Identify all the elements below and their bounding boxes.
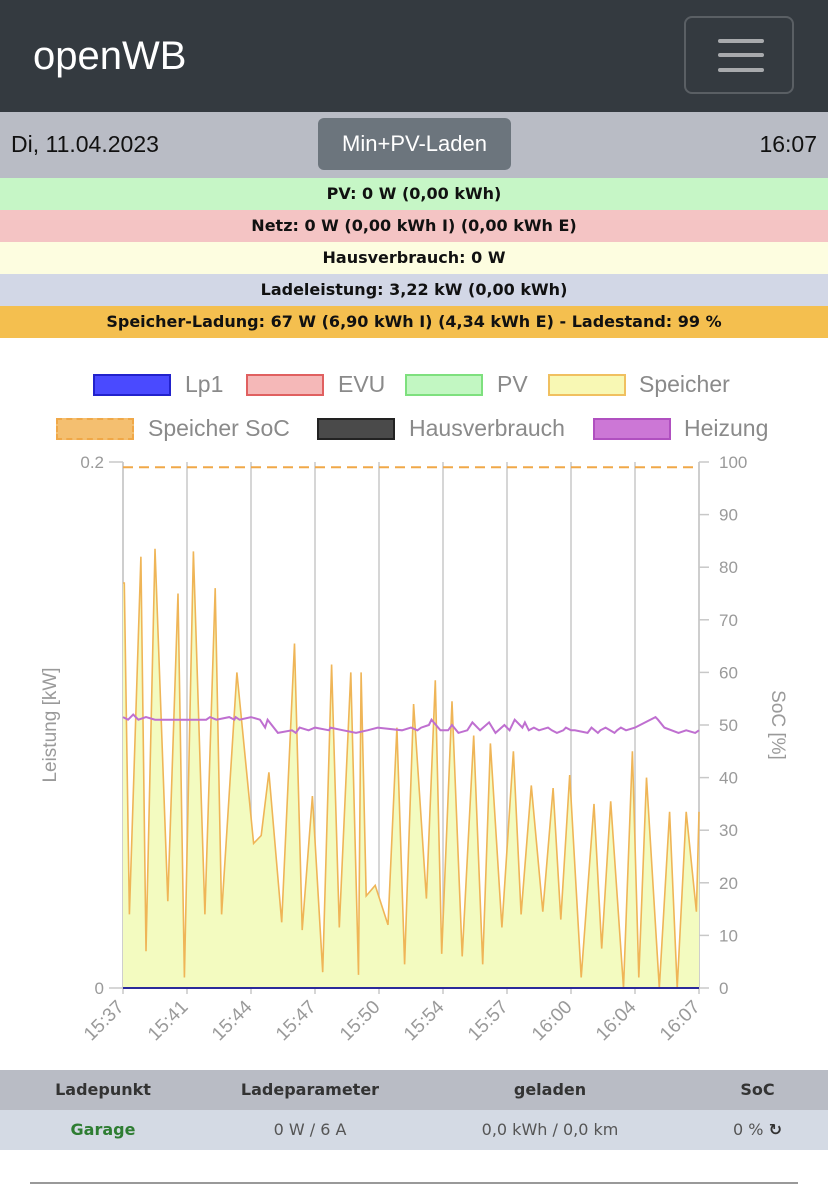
power-chart: 15:37 15:41 15:44 15:47 15:50 15:54 15:57 16:00… [0, 450, 828, 1065]
info-row-hausverbrauch: Hausverbrauch: 0 W [0, 242, 828, 274]
legend-label-speicher: Speicher [639, 371, 730, 398]
info-row-pv: PV: 0 W (0,00 kWh) [0, 178, 828, 210]
chargepoint-params: 0 W / 6 A [225, 1110, 395, 1150]
y-right-tick-label: 10 [719, 926, 738, 945]
table-row: Garage 0 W / 6 A 0,0 kWh / 0,0 km 0 % ↻ [0, 1110, 828, 1150]
header-ladeparameter: Ladeparameter [225, 1070, 395, 1110]
y-right-tick-label: 0 [719, 979, 728, 998]
info-row-ladeleistung: Ladeleistung: 3,22 kW (0,00 kWh) [0, 274, 828, 306]
legend-label-speicher-soc: Speicher SoC [148, 415, 290, 442]
refresh-icon[interactable]: ↻ [769, 1120, 782, 1139]
soc-value: 0 % [733, 1120, 763, 1139]
heizung-line [123, 715, 699, 733]
x-tick-label: 15:57 [464, 997, 512, 1045]
legend-label-pv: PV [497, 371, 528, 398]
y-right-axis-title: SoC [%] [767, 690, 788, 760]
date-display: Di, 11.04.2023 [11, 131, 159, 158]
header-ladepunkt: Ladepunkt [28, 1070, 178, 1110]
x-tick-label: 15:50 [336, 997, 384, 1045]
y-left-axis-title: Leistung [kW] [40, 667, 61, 782]
x-tick-label: 15:41 [144, 997, 192, 1045]
info-row-speicher: Speicher-Ladung: 67 W (6,90 kWh I) (4,34… [0, 306, 828, 338]
y-right-tick-label: 70 [719, 611, 738, 630]
x-tick-label: 16:04 [592, 996, 641, 1045]
chargepoint-name[interactable]: Garage [28, 1110, 178, 1150]
legend-label-evu: EVU [338, 371, 385, 398]
footer-divider [30, 1182, 798, 1184]
x-tick-label: 15:54 [400, 996, 449, 1045]
y-left-tick-label: 0.2 [80, 453, 104, 472]
legend-swatch-evu [246, 374, 324, 396]
y-right-tick-label: 100 [719, 453, 747, 472]
x-tick-label: 15:44 [208, 996, 257, 1045]
brand-logo[interactable]: openWB [33, 34, 186, 79]
y-right-tick-label: 60 [719, 663, 738, 682]
legend-swatch-hausverbrauch [317, 418, 395, 440]
time-display: 16:07 [759, 131, 817, 158]
legend-swatch-speicher [548, 374, 626, 396]
chargepoint-table-header: Ladepunkt Ladeparameter geladen SoC [0, 1070, 828, 1110]
legend-swatch-lp1 [93, 374, 171, 396]
y-right-tick-label: 20 [719, 874, 738, 893]
y-right-tick-label: 40 [719, 769, 738, 788]
header-soc: SoC [700, 1070, 815, 1110]
x-tick-label: 16:00 [528, 997, 576, 1045]
x-tick-label: 15:37 [80, 997, 128, 1045]
y-right-tick-label: 50 [719, 716, 738, 735]
charge-mode-button[interactable]: Min+PV-Laden [318, 118, 511, 170]
info-row-netz: Netz: 0 W (0,00 kWh I) (0,00 kWh E) [0, 210, 828, 242]
y-right-tick-label: 90 [719, 506, 738, 525]
hamburger-menu-icon[interactable] [684, 16, 794, 94]
y-right-tick-label: 30 [719, 821, 738, 840]
legend-label-heizung: Heizung [684, 415, 768, 442]
y-right-tick-label: 80 [719, 558, 738, 577]
legend-swatch-pv [405, 374, 483, 396]
status-bar: Di, 11.04.2023 Min+PV-Laden 16:07 [0, 112, 828, 178]
legend-swatch-heizung [593, 418, 671, 440]
legend-label-lp1: Lp1 [185, 371, 223, 398]
y-left-tick-label: 0 [95, 979, 104, 998]
legend-label-hausverbrauch: Hausverbrauch [409, 415, 565, 442]
legend-swatch-speicher-soc [56, 418, 134, 440]
header-geladen: geladen [450, 1070, 650, 1110]
chargepoint-soc: 0 % ↻ [700, 1110, 815, 1150]
navbar: openWB [0, 0, 828, 112]
x-tick-label: 15:47 [272, 997, 320, 1045]
x-tick-label: 16:07 [656, 997, 704, 1045]
chargepoint-charged: 0,0 kWh / 0,0 km [450, 1110, 650, 1150]
